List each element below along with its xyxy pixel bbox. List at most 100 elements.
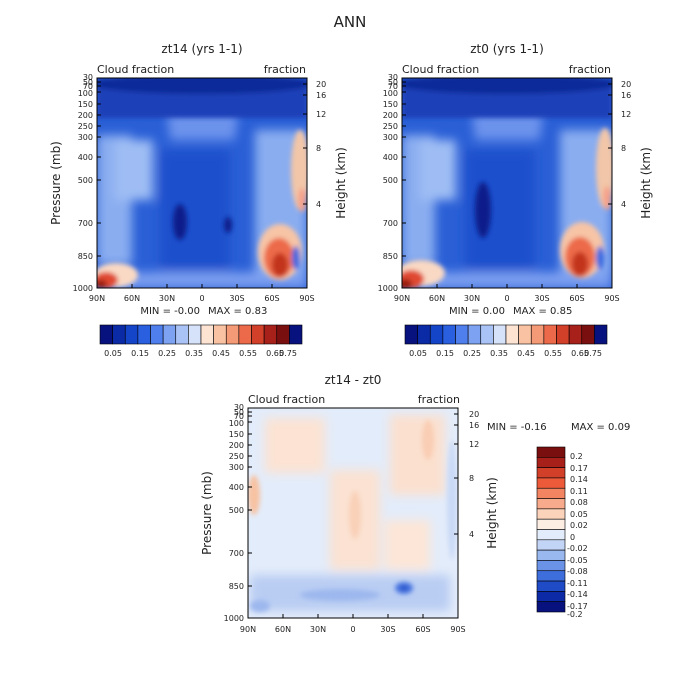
svg-text:50: 50 (83, 78, 93, 87)
contour-field (97, 78, 307, 288)
min-value: MIN = -0.16 (487, 422, 547, 433)
colorbar-swatch (505, 324, 519, 345)
panel-right-label: fraction (418, 393, 460, 406)
region-strat-dark (97, 78, 307, 94)
svg-text:60N: 60N (124, 294, 140, 303)
svg-text:90S: 90S (450, 625, 465, 634)
y-tick-label: 850 (229, 582, 252, 591)
y-axis-label: Pressure (mb) (200, 471, 214, 555)
colorbar-label: 0.45 (517, 349, 535, 358)
y2-tick-label: 16 (454, 421, 479, 430)
y2-axis: Height (km) 20 16 12 8 4 (454, 410, 499, 549)
y2-tick-label: 8 (608, 144, 626, 153)
panel-left-label: Cloud fraction (248, 393, 325, 406)
x-tick-label: 60N (275, 614, 291, 634)
svg-text:850: 850 (229, 582, 244, 591)
colorbar-swatch (493, 324, 507, 345)
y-tick-label: 150 (78, 100, 101, 109)
colorbar-label: 0.17 (570, 464, 588, 473)
x-tick-label: 90S (450, 614, 466, 634)
svg-text:8: 8 (469, 474, 474, 483)
y-tick-label: 1000 (73, 284, 101, 293)
max-value: MAX = 0.09 (571, 422, 630, 433)
panel-zt14: zt14 (yrs 1-1) Cloud fraction fraction (49, 42, 348, 358)
svg-text:30N: 30N (464, 294, 480, 303)
colorbar-swatch (289, 324, 303, 345)
svg-text:300: 300 (383, 133, 398, 142)
colorbar-swatch (276, 324, 290, 345)
svg-text:200: 200 (383, 111, 398, 120)
svg-text:8: 8 (316, 144, 321, 153)
svg-text:20: 20 (621, 80, 631, 89)
panel-title: zt0 (yrs 1-1) (470, 42, 544, 56)
colorbar-swatch (536, 518, 566, 530)
colorbar-label: 0.14 (570, 475, 588, 484)
colorbar-label: -0.17 (567, 602, 588, 611)
svg-text:90N: 90N (394, 294, 410, 303)
y-tick-label: 250 (78, 122, 101, 131)
svg-text:-0.08: -0.08 (567, 567, 588, 576)
svg-text:0.65: 0.65 (266, 349, 284, 358)
svg-text:60S: 60S (415, 625, 430, 634)
colorbar-swatch (536, 457, 566, 468)
svg-text:150: 150 (78, 100, 93, 109)
colorbar-swatch (536, 446, 566, 458)
region-midlat-warm (385, 520, 430, 570)
region-upper-warm (265, 418, 325, 473)
svg-text:60S: 60S (264, 294, 279, 303)
colorbar-swatch (594, 324, 608, 345)
colorbar-swatch (536, 549, 566, 561)
colorbar-swatch (238, 324, 252, 345)
colorbar-swatch (536, 487, 566, 499)
svg-text:16: 16 (316, 91, 326, 100)
y-axis: Pressure (mb) 30 50 70 100 150 200 250 3… (49, 73, 101, 293)
x-tick-label: 90N (89, 284, 105, 303)
svg-text:0.02: 0.02 (570, 521, 588, 530)
x-tick-label: 0 (199, 284, 205, 303)
panel-title: zt14 - zt0 (325, 373, 382, 387)
svg-text:0.75: 0.75 (279, 349, 297, 358)
colorbar-label: 0.35 (490, 349, 508, 358)
y-tick-label: 30 (234, 403, 252, 412)
svg-text:12: 12 (316, 110, 326, 119)
y-tick-label: 850 (383, 252, 406, 261)
colorbar-label: 0.25 (463, 349, 481, 358)
contour-field (248, 408, 458, 618)
y2-tick-label: 4 (303, 200, 321, 209)
svg-text:0: 0 (199, 294, 204, 303)
y-tick-label: 500 (229, 506, 252, 515)
svg-text:-0.11: -0.11 (567, 579, 588, 588)
svg-text:90S: 90S (299, 294, 314, 303)
svg-text:1000: 1000 (73, 284, 93, 293)
y-tick-label: 70 (388, 82, 406, 91)
region-polar-cool (447, 440, 457, 560)
svg-text:0.15: 0.15 (131, 349, 149, 358)
colorbar-label: 0.05 (570, 510, 588, 519)
region-inner-blue (160, 150, 230, 270)
colorbar-label: 0.45 (212, 349, 230, 358)
x-tick-label: 30N (464, 284, 480, 303)
svg-text:30: 30 (234, 403, 244, 412)
colorbar-swatch (536, 539, 566, 551)
y2-axis-label: Height (km) (334, 147, 348, 218)
colorbar-label: 0.65 (571, 349, 589, 358)
region-polar-high-2 (298, 188, 306, 212)
svg-text:4: 4 (469, 530, 474, 539)
svg-text:150: 150 (229, 430, 244, 439)
colorbar-label: -0.02 (567, 544, 588, 553)
svg-text:0.08: 0.08 (570, 498, 588, 507)
y-tick-label: 300 (383, 133, 406, 142)
colorbar-swatch (200, 324, 214, 345)
svg-text:400: 400 (383, 153, 398, 162)
y-tick-label: 70 (83, 82, 101, 91)
svg-text:90N: 90N (240, 625, 256, 634)
svg-text:250: 250 (383, 122, 398, 131)
svg-text:20: 20 (316, 80, 326, 89)
svg-text:-0.14: -0.14 (567, 590, 588, 599)
svg-text:0.15: 0.15 (436, 349, 454, 358)
svg-text:-0.17: -0.17 (567, 602, 588, 611)
region-sh-warm (422, 420, 434, 460)
x-tick-label: 90S (299, 284, 315, 303)
x-tick-label: 30S (380, 614, 396, 634)
svg-text:0.65: 0.65 (571, 349, 589, 358)
